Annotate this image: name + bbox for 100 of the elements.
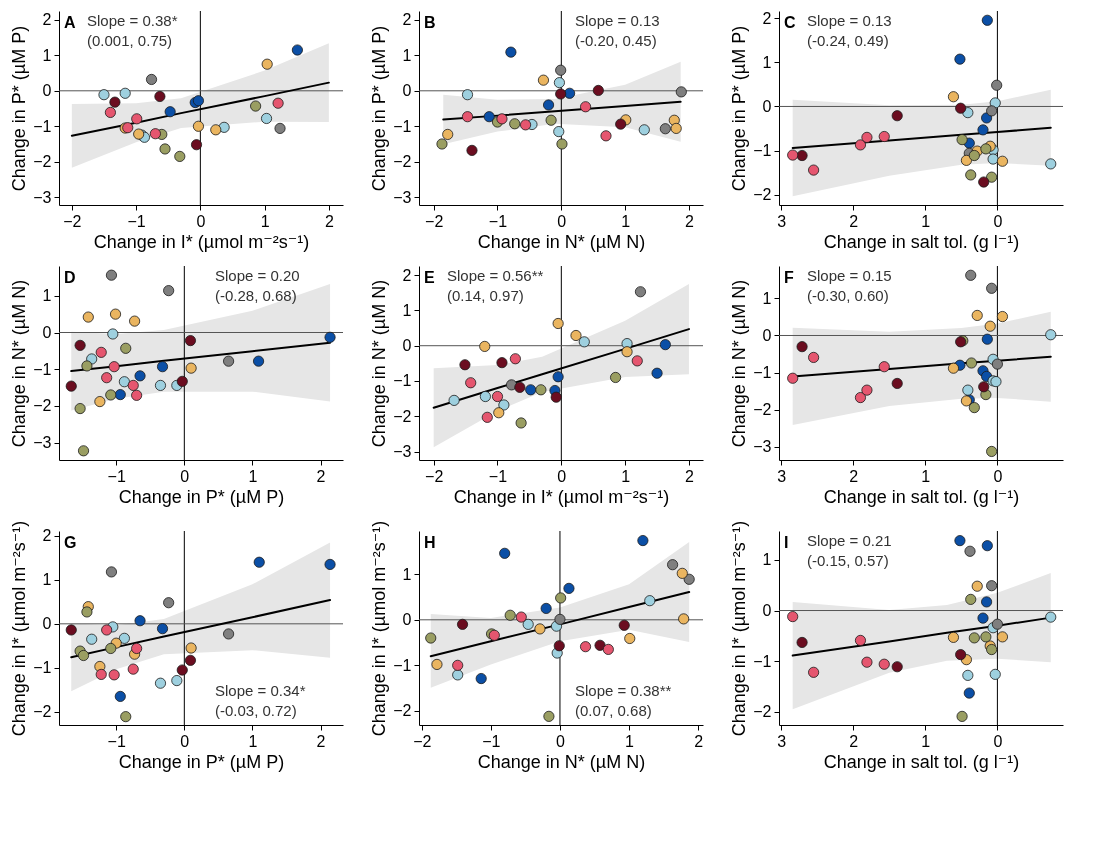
annotation: Slope = 0.20: [215, 267, 300, 284]
annotation: (-0.28, 0.68): [215, 287, 297, 304]
x-tick-label: −2: [425, 212, 444, 230]
y-tick-label: −1: [33, 659, 52, 677]
y-tick-label: 2: [762, 9, 772, 27]
y-tick-label: 1: [762, 53, 772, 71]
x-tick-label: 1: [621, 212, 631, 230]
x-axis-title: Change in salt tol. (g l⁻¹): [823, 231, 1020, 252]
x-tick-label: 1: [625, 732, 635, 750]
annotation: C: [784, 14, 796, 31]
y-axis-title: Change in I* (µmol m⁻²s⁻¹): [369, 520, 390, 737]
annotation: Slope = 0.38**: [575, 682, 672, 699]
y-tick-label: −1: [33, 117, 52, 135]
x-tick-label: 2: [324, 212, 334, 230]
annotation: (0.001, 0.75): [87, 32, 173, 49]
y-tick-label: −1: [393, 656, 412, 674]
y-tick-label: −3: [33, 188, 52, 206]
y-tick-label: −2: [753, 401, 772, 419]
x-tick-label: 0: [180, 732, 190, 750]
y-tick-label: −1: [753, 364, 772, 382]
y-tick-label: 1: [762, 551, 772, 569]
annotation: (0.07, 0.68): [575, 702, 652, 719]
y-axis-title: Change in N* (µM N): [729, 279, 750, 448]
y-tick-label: 2: [42, 527, 52, 545]
y-tick-label: −1: [393, 372, 412, 390]
y-tick-label: 0: [402, 82, 412, 100]
y-axis-title: Change in N* (µM N): [9, 279, 30, 448]
annotation: (-0.03, 0.72): [215, 702, 297, 719]
x-tick-label: −1: [107, 732, 126, 750]
x-axis-title: Change in N* (µM N): [477, 231, 646, 252]
x-tick-label: 2: [316, 467, 326, 485]
x-axis-title: Change in salt tol. (g l⁻¹): [823, 486, 1020, 507]
y-tick-label: −3: [393, 443, 412, 461]
y-axis-title: Change in P* (µM P): [9, 25, 30, 192]
y-tick-label: 2: [402, 266, 412, 284]
x-tick-label: −2: [63, 212, 82, 230]
x-tick-label: 2: [685, 212, 695, 230]
y-tick-label: −2: [393, 153, 412, 171]
y-tick-label: 1: [762, 289, 772, 307]
y-tick-label: 1: [402, 301, 412, 319]
x-tick-label: 2: [694, 732, 704, 750]
y-axis-title: Change in I* (µmol m⁻²s⁻¹): [9, 520, 30, 737]
x-tick-label: 3: [777, 467, 787, 485]
x-tick-label: 1: [248, 732, 258, 750]
y-tick-label: 0: [402, 337, 412, 355]
x-tick-label: 1: [621, 467, 631, 485]
x-tick-label: 0: [993, 212, 1003, 230]
x-tick-label: −1: [107, 467, 126, 485]
annotation: B: [424, 14, 436, 31]
x-axis-title: Change in P* (µM P): [118, 486, 285, 507]
y-tick-label: 0: [402, 611, 412, 629]
annotation: Slope = 0.38*: [87, 12, 178, 29]
annotation: G: [64, 534, 77, 551]
x-tick-label: 1: [260, 212, 270, 230]
x-axis-title: Change in P* (µM P): [118, 751, 285, 772]
annotation: D: [64, 269, 76, 286]
annotation: Slope = 0.13: [807, 12, 892, 29]
y-tick-label: 1: [402, 46, 412, 64]
x-tick-label: 2: [685, 467, 695, 485]
x-tick-label: 0: [557, 212, 567, 230]
y-tick-label: −1: [33, 360, 52, 378]
y-tick-label: −1: [393, 117, 412, 135]
x-axis-title: Change in salt tol. (g l⁻¹): [823, 751, 1020, 772]
x-tick-label: 2: [849, 212, 859, 230]
y-tick-label: −3: [753, 438, 772, 456]
annotation: Slope = 0.15: [807, 267, 892, 284]
x-axis-title: Change in I* (µmol m⁻²s⁻¹): [93, 231, 310, 252]
y-axis-title: Change in I* (µmol m⁻²s⁻¹): [729, 520, 750, 737]
x-tick-label: 2: [849, 732, 859, 750]
y-tick-label: −3: [33, 434, 52, 452]
y-tick-label: −2: [753, 703, 772, 721]
annotation: Slope = 0.34*: [215, 682, 306, 699]
y-tick-label: −2: [753, 186, 772, 204]
x-tick-label: 1: [921, 467, 931, 485]
y-tick-label: 0: [762, 602, 772, 620]
annotation: Slope = 0.21: [807, 532, 892, 549]
y-tick-label: −1: [753, 142, 772, 160]
x-tick-label: 2: [316, 732, 326, 750]
y-tick-label: 2: [402, 11, 412, 29]
y-tick-label: 0: [762, 97, 772, 115]
annotation: H: [424, 534, 436, 551]
y-axis-title: Change in P* (µM P): [369, 25, 390, 192]
y-tick-label: −2: [393, 702, 412, 720]
x-axis-title: Change in N* (µM N): [477, 751, 646, 772]
annotation: F: [784, 269, 794, 286]
x-tick-label: −1: [127, 212, 146, 230]
y-tick-label: 1: [42, 287, 52, 305]
x-axis-title: Change in I* (µmol m⁻²s⁻¹): [453, 486, 670, 507]
x-tick-label: −2: [425, 467, 444, 485]
x-tick-label: 0: [993, 467, 1003, 485]
y-tick-label: −2: [393, 407, 412, 425]
annotation: I: [784, 534, 789, 551]
annotation: E: [424, 269, 435, 286]
y-tick-label: 1: [42, 46, 52, 64]
x-tick-label: 0: [196, 212, 206, 230]
annotation: Slope = 0.56**: [447, 267, 544, 284]
y-tick-label: 0: [42, 615, 52, 633]
x-tick-label: 1: [921, 212, 931, 230]
annotation: A: [64, 14, 76, 31]
annotation: (0.14, 0.97): [447, 287, 524, 304]
